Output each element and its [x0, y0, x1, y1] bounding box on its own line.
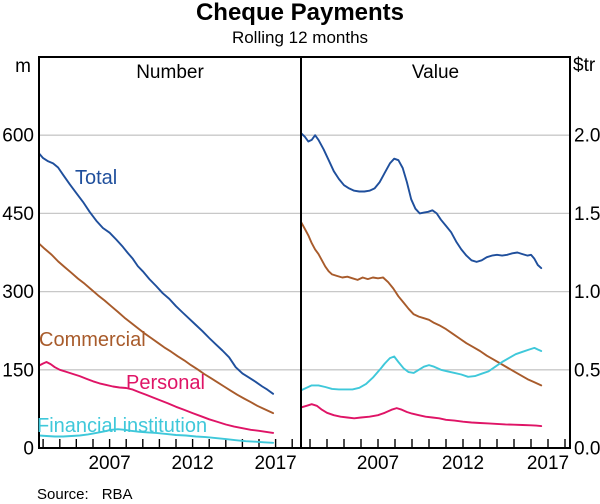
y-tick-label-right-1.0: 1.0 [574, 282, 600, 303]
y-tick-label-right-0.5: 0.5 [574, 360, 600, 381]
source-value: RBA [101, 486, 133, 503]
line-number-total [38, 152, 275, 395]
y-tick-label-left-150: 150 [2, 360, 34, 381]
line-value-total [300, 132, 543, 270]
right-panel-title: Value [411, 62, 460, 83]
y-tick-label-right-0.0: 0.0 [574, 439, 600, 460]
x-tick-label-left-2007: 2007 [88, 453, 130, 474]
line-number-financial-institution [38, 428, 275, 444]
right-axis-unit: $tr [573, 55, 596, 76]
y-tick-label-left-450: 450 [2, 204, 34, 225]
series-label-personal: Personal [126, 372, 205, 394]
y-tick-label-left-0: 0 [23, 439, 34, 460]
x-tick-label-right-2017: 2017 [527, 453, 569, 474]
line-number-personal [38, 361, 275, 434]
x-tick-label-left-2017: 2017 [254, 453, 296, 474]
x-tick-label-right-2007: 2007 [357, 453, 399, 474]
line-value-financial-institution [300, 346, 543, 392]
source-note: Source: RBA [37, 486, 133, 503]
x-tick-label-left-2012: 2012 [171, 453, 213, 474]
y-tick-label-right-1.5: 1.5 [574, 204, 600, 225]
chart-title: Cheque Payments [195, 0, 405, 26]
line-number-commercial [38, 242, 275, 415]
source-label: Source: [37, 486, 89, 503]
y-tick-label-left-300: 300 [2, 282, 34, 303]
y-tick-label-right-2.0: 2.0 [574, 126, 600, 147]
plot-border [38, 56, 571, 449]
line-value-personal [300, 403, 543, 428]
series-label-financial: Financial institution [37, 415, 208, 437]
chart-subtitle: Rolling 12 months [231, 28, 369, 47]
left-panel-title: Number [136, 62, 204, 83]
series-label-total: Total [75, 167, 118, 189]
left-axis-unit: m [15, 56, 31, 77]
line-value-commercial [300, 221, 543, 387]
y-tick-label-left-600: 600 [2, 126, 34, 147]
x-tick-label-right-2012: 2012 [442, 453, 484, 474]
series-label-commercial: Commercial [39, 329, 146, 351]
